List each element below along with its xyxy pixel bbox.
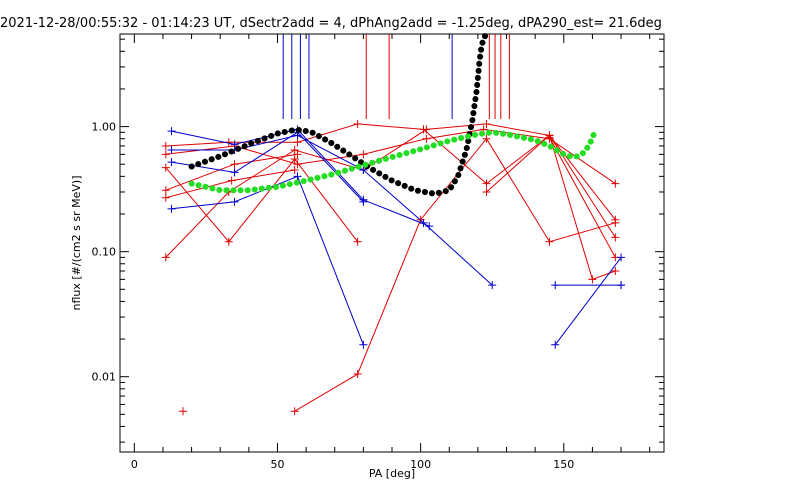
data-point xyxy=(167,204,176,213)
data-point xyxy=(290,407,299,416)
data-point xyxy=(178,407,187,416)
y-tick-label: 0.10 xyxy=(92,246,117,259)
data-point xyxy=(482,187,491,196)
data-point xyxy=(617,281,626,290)
series-line xyxy=(486,134,616,281)
data-point xyxy=(167,127,176,136)
data-point xyxy=(293,138,302,147)
model-curve xyxy=(188,33,489,197)
y-axis-label: nflux [#/(cm2 s sr MeV)] xyxy=(70,176,83,311)
x-tick-label: 100 xyxy=(410,458,431,471)
y-tick-label: 1.00 xyxy=(92,121,117,134)
series-line xyxy=(554,257,622,346)
data-point xyxy=(353,237,362,246)
data-point xyxy=(482,134,491,143)
data-point xyxy=(359,165,368,174)
plot-frame xyxy=(119,33,665,453)
x-tick-label: 0 xyxy=(131,458,138,471)
data-point xyxy=(545,237,554,246)
data-point xyxy=(161,141,170,150)
data-point xyxy=(290,155,299,164)
data-point xyxy=(482,119,491,128)
data-point xyxy=(230,197,239,206)
data-point xyxy=(167,158,176,167)
x-tick-label: 150 xyxy=(553,458,574,471)
data-point xyxy=(611,218,620,227)
data-point xyxy=(224,237,233,246)
data-point xyxy=(617,253,626,262)
data-point xyxy=(488,281,497,290)
x-tick-label: 50 xyxy=(270,458,284,471)
data-point xyxy=(290,145,299,154)
y-tick-label: 0.01 xyxy=(92,371,117,384)
data-point xyxy=(551,340,560,349)
data-point xyxy=(611,267,620,276)
data-point xyxy=(353,370,362,379)
chart-title: 2021-12-28/00:55:32 - 01:14:23 UT, dSect… xyxy=(0,16,662,31)
data-point xyxy=(551,281,560,290)
data-point xyxy=(161,150,170,159)
model-curve xyxy=(188,128,599,194)
data-point xyxy=(293,160,302,169)
data-point xyxy=(482,179,491,188)
data-point xyxy=(161,253,170,262)
marker-lines xyxy=(282,34,510,119)
data-point xyxy=(422,134,431,143)
data-point xyxy=(161,163,170,172)
data-point xyxy=(359,197,368,206)
model-curves xyxy=(188,33,599,197)
data-point xyxy=(588,275,597,284)
series-line xyxy=(165,123,616,258)
x-axis-label: PA [deg] xyxy=(369,467,415,480)
data-point xyxy=(227,176,236,185)
data-point xyxy=(545,133,554,142)
series-line xyxy=(171,134,493,286)
y-axis: 0.01 0.10 1.00 xyxy=(92,38,664,443)
data-point xyxy=(293,150,302,159)
data-point xyxy=(161,193,170,202)
data-point xyxy=(419,218,428,227)
data-point xyxy=(230,160,239,169)
data-point xyxy=(167,145,176,154)
series-line xyxy=(171,175,364,345)
data-point xyxy=(611,233,620,242)
data-point xyxy=(611,179,620,188)
data-point xyxy=(161,186,170,195)
series-line xyxy=(171,131,364,203)
data-point xyxy=(293,172,302,181)
data-series xyxy=(161,119,626,416)
x-axis: 0 50 100 150 xyxy=(131,34,651,471)
series-line xyxy=(165,158,358,243)
data-point xyxy=(290,165,299,174)
series-line xyxy=(549,137,616,258)
data-point xyxy=(230,168,239,177)
data-point xyxy=(422,125,431,134)
data-point xyxy=(353,119,362,128)
data-point xyxy=(359,150,368,159)
data-point xyxy=(359,340,368,349)
